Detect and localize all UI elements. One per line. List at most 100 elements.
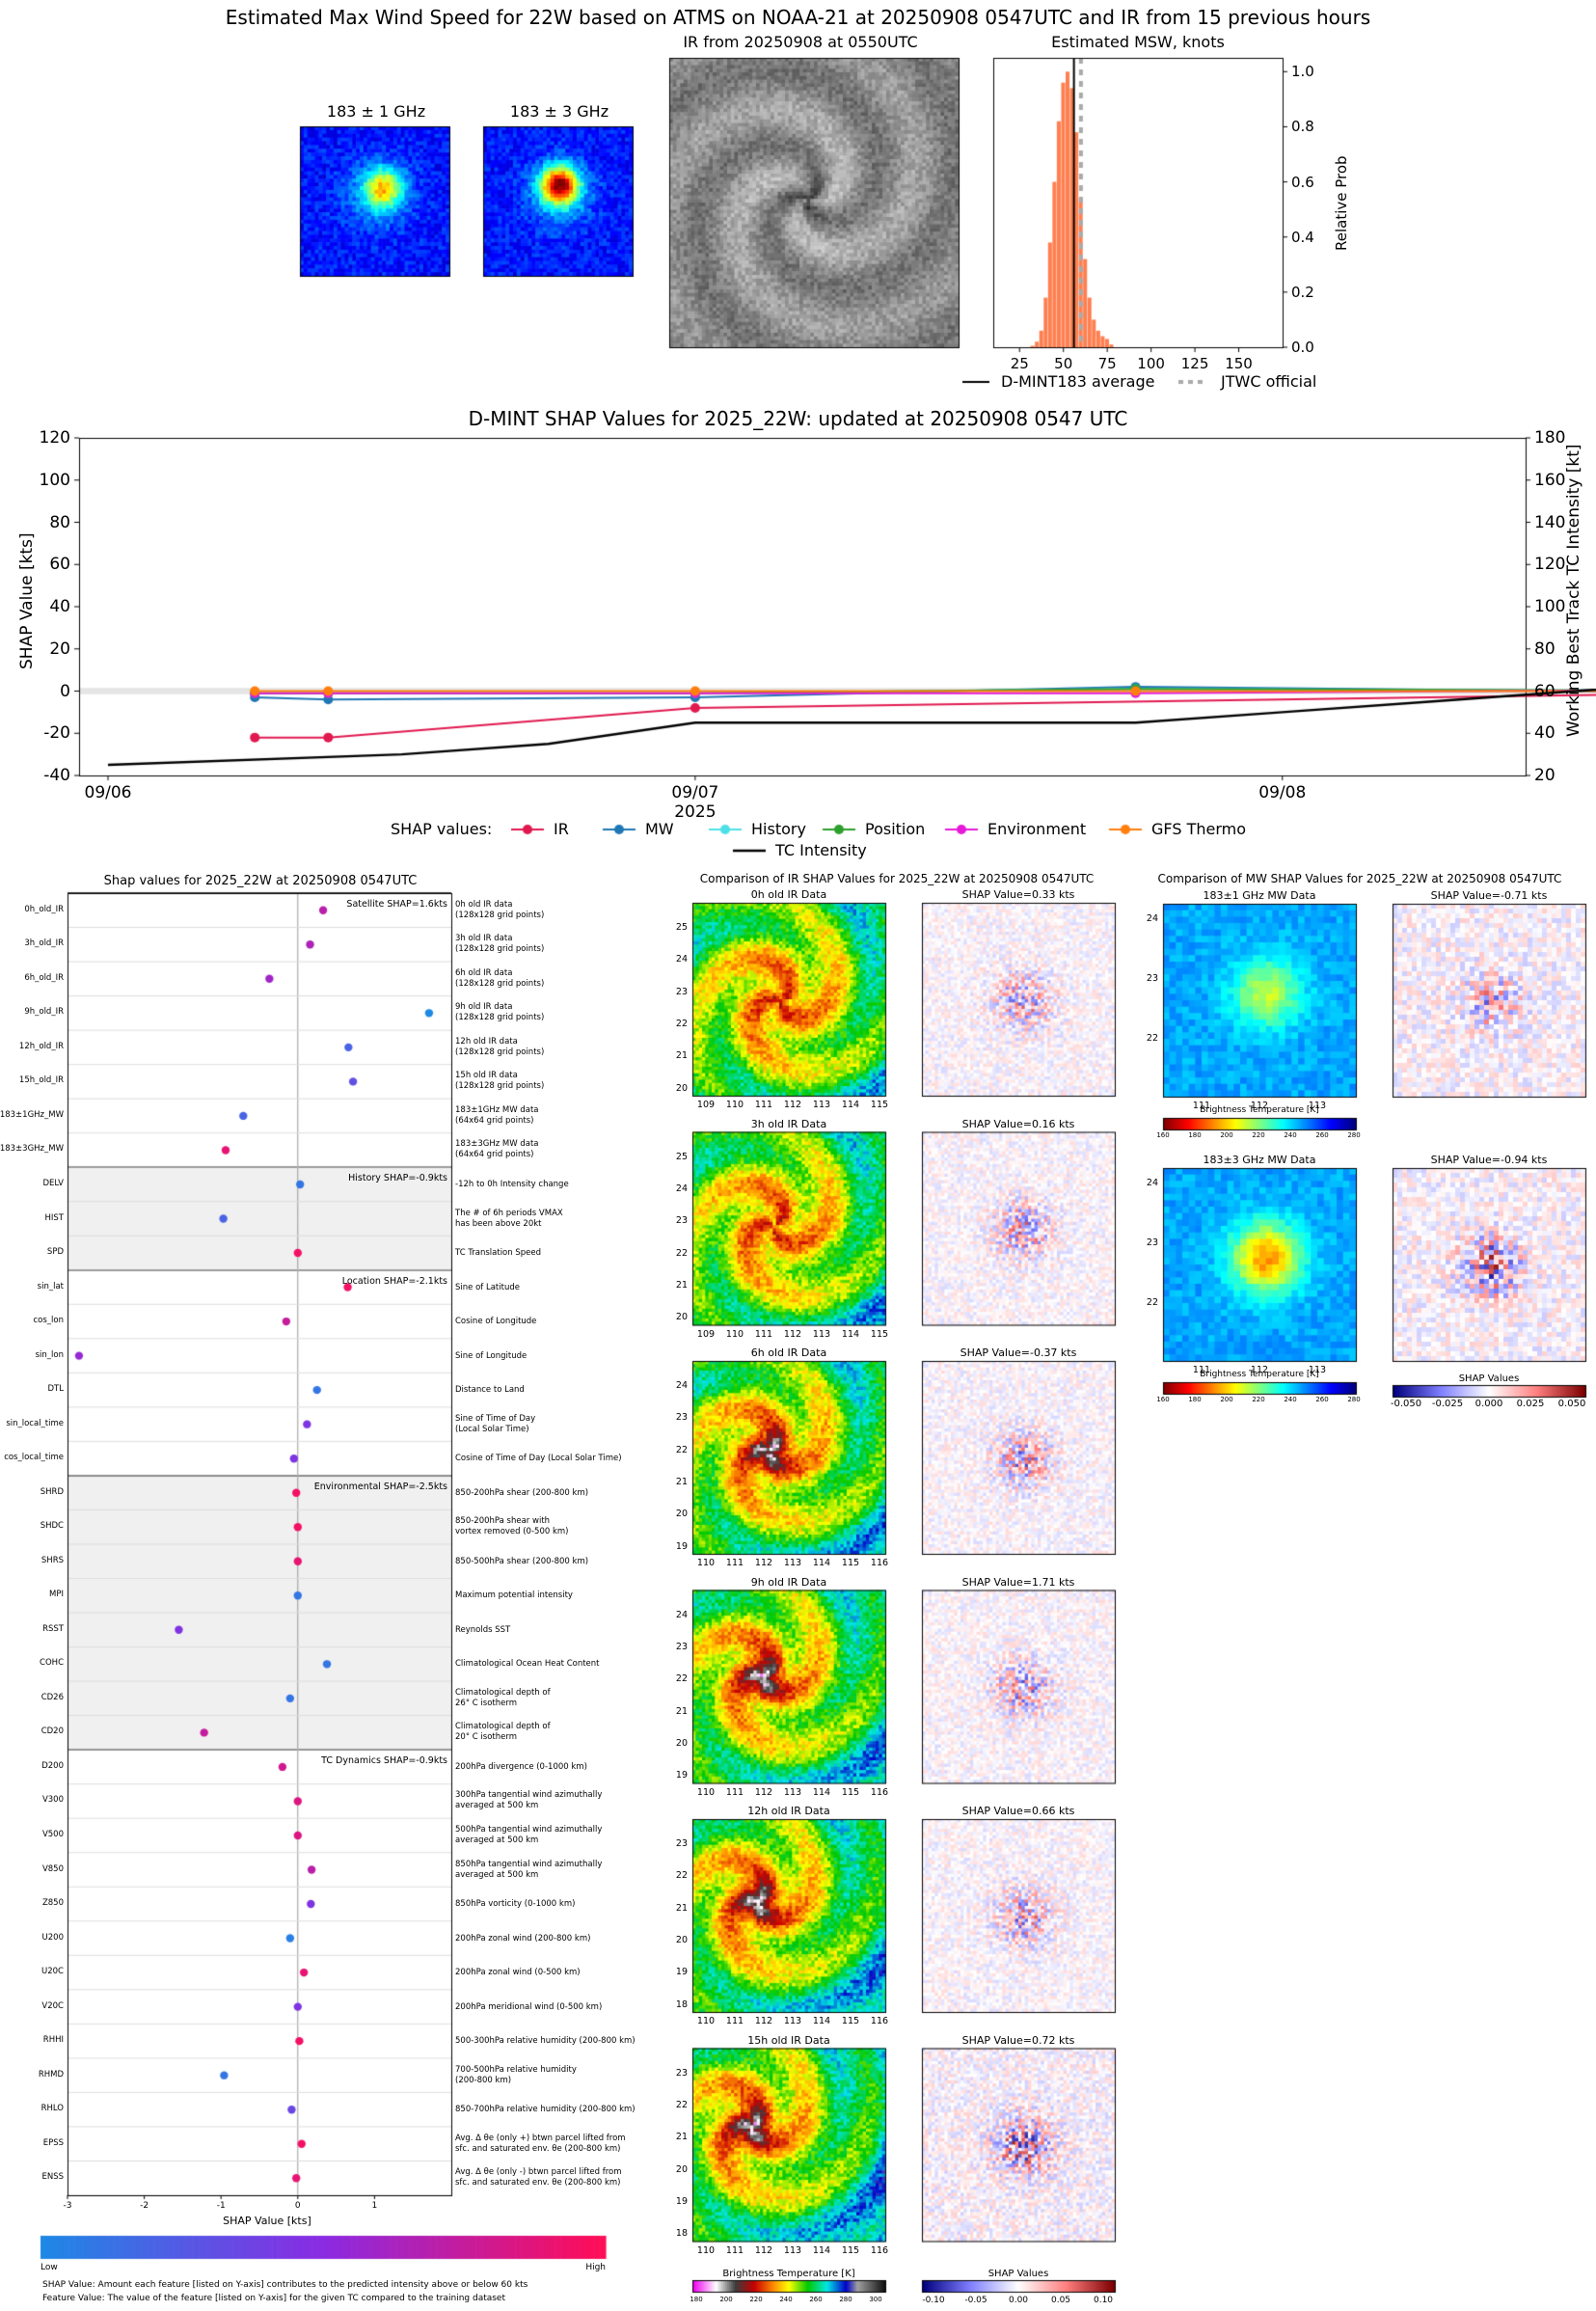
ir-shap-title: SHAP Value=0.66 kts: [961, 1805, 1075, 1817]
ir-xtick: 116: [870, 2016, 889, 2026]
ir-xtick: 111: [725, 1558, 744, 1568]
feature-desc: Maximum potential intensity: [455, 1591, 573, 1601]
mw-shap-cbar-tick: 0.050: [1557, 1399, 1586, 1409]
feature-desc: (200-800 km): [455, 2075, 512, 2085]
feature-desc: 850-200hPa shear (200-800 km): [455, 1487, 589, 1498]
hist-ytick: 0.0: [1291, 339, 1314, 356]
mw-shap-cbar-tick: -0.025: [1431, 1399, 1464, 1409]
feature-desc: (64x64 grid points): [455, 1150, 534, 1160]
ir-shap-title: SHAP Value=1.71 kts: [961, 1575, 1075, 1589]
feature-name: V300: [41, 1795, 64, 1806]
mw-shap-title: SHAP Value=-0.94 kts: [1430, 1154, 1548, 1166]
ir-ytick: 21: [675, 1477, 688, 1487]
hist-ytick: 0.8: [1291, 118, 1314, 136]
ir-ytick: 25: [675, 922, 688, 933]
feature-name: 183±3GHz_MW: [0, 1144, 64, 1155]
ir-ytick: 20: [675, 1737, 688, 1749]
ir-ytick: 23: [675, 1838, 688, 1849]
ir-xtick: 114: [841, 1328, 860, 1340]
feature-name: cos_local_time: [4, 1453, 64, 1463]
ir-ytick: 19: [675, 1967, 688, 1978]
ir-xtick: 112: [754, 2016, 773, 2026]
feature-desc: 500-300hPa relative humidity (200-800 km…: [455, 2036, 636, 2047]
mw-cbar-tick: 180: [1188, 1131, 1202, 1139]
feature-desc: 850hPa tangential wind azimuthally: [455, 1859, 603, 1869]
ts-ytick: 0: [60, 681, 70, 701]
hist-ylabel: Relative Prob: [1333, 155, 1350, 251]
ts-legend-intensity: TC Intensity: [775, 841, 867, 859]
feature-desc: (128x128 grid points): [455, 1081, 545, 1092]
ts-y2tick: 100: [1534, 597, 1566, 616]
ir-data-title: 9h old IR Data: [750, 1575, 827, 1589]
ir-ytick: 21: [675, 1279, 688, 1291]
ir-cbar-tick: 280: [839, 2296, 852, 2303]
ir-ytick: 22: [675, 2099, 688, 2110]
feature-desc: Avg. Δ θe (only +) btwn parcel lifted fr…: [455, 2133, 626, 2143]
mw-cbar-label: Brightness Temperature [K]: [1200, 1105, 1319, 1115]
feature-name: DTL: [47, 1384, 64, 1395]
ts-ytick: 120: [39, 428, 70, 448]
ir-xtick: 112: [754, 2244, 773, 2256]
feature-name: sin_lon: [35, 1349, 64, 1360]
ir-ytick: 20: [675, 1509, 688, 1520]
ts-ytick: 100: [39, 470, 70, 490]
feature-name: cos_lon: [33, 1316, 64, 1326]
hist-xtick: 75: [1097, 355, 1117, 372]
ts-ytick: -40: [43, 766, 70, 785]
ir-shap-cbar-tick: 0.05: [1050, 2296, 1071, 2305]
feature-name: 9h_old_IR: [24, 1007, 64, 1018]
ir-cbar-label: Brightness Temperature [K]: [722, 2269, 855, 2279]
ir-shap-title: SHAP Value=0.16 kts: [961, 1117, 1075, 1130]
feature-desc: vortex removed (0-500 km): [455, 1527, 569, 1537]
feature-desc: 3h old IR data: [455, 934, 513, 944]
feature-name: 183±1GHz_MW: [0, 1109, 64, 1120]
ir-ytick: 23: [675, 986, 688, 997]
feature-desc: 200hPa divergence (0-1000 km): [455, 1761, 587, 1772]
ir-ytick: 25: [675, 1151, 688, 1162]
ir-xtick: 111: [754, 1100, 773, 1110]
feature-desc: (128x128 grid points): [455, 1047, 545, 1057]
feature-desc: 300hPa tangential wind azimuthally: [455, 1790, 603, 1801]
ir-xtick: 113: [783, 2016, 802, 2026]
ir-xtick: 112: [783, 1328, 802, 1340]
mw-xtick: 112: [1250, 1101, 1269, 1111]
feature-desc: 183±1GHz MW data: [455, 1104, 539, 1115]
mw-cbar-tick: 220: [1252, 1396, 1265, 1403]
feature-xtick: -2: [140, 2201, 149, 2211]
ir-ytick: 24: [675, 1609, 688, 1620]
mw-shap-cbar-label: SHAP Values: [1458, 1373, 1520, 1384]
feature-name: RHMD: [38, 2069, 64, 2080]
ir-compare-title: Comparison of IR SHAP Values for 2025_22…: [699, 872, 1095, 885]
feature-desc: averaged at 500 km: [455, 1801, 539, 1811]
feature-name: 6h_old_IR: [24, 972, 64, 983]
feature-name: CD26: [41, 1692, 64, 1702]
ir-cbar-tick: 200: [719, 2296, 733, 2303]
feature-desc: sfc. and saturated env. θe (200-800 km): [455, 2178, 621, 2189]
feature-desc: (128x128 grid points): [455, 978, 545, 989]
feature-name: V20C: [41, 2000, 64, 2011]
ir-ytick: 23: [675, 1641, 688, 1652]
header-title: Estimated Max Wind Speed for 22W based o…: [225, 6, 1371, 29]
mw-cbar-tick: 160: [1156, 1396, 1170, 1403]
ts-y2tick: 20: [1534, 766, 1555, 785]
feature-name: V850: [41, 1863, 64, 1874]
feature-desc: 200hPa meridional wind (0-500 km): [455, 2001, 603, 2012]
feature-desc: 20° C isotherm: [455, 1732, 517, 1743]
ir-data-title: 6h old IR Data: [750, 1346, 827, 1359]
feature-desc: 850hPa vorticity (0-1000 km): [455, 1899, 576, 1910]
ir-ytick: 20: [675, 2163, 688, 2175]
ir-title: IR from 20250908 at 0550UTC: [683, 33, 918, 51]
feature-desc: 200hPa zonal wind (200-800 km): [455, 1933, 591, 1944]
ts-legend-prefix: SHAP values:: [391, 820, 493, 838]
ts-ytick: 80: [49, 512, 70, 532]
feature-group-label: Environmental SHAP=-2.5kts: [313, 1481, 447, 1492]
feature-name: HIST: [44, 1212, 65, 1223]
ts-legend-ir: IR: [554, 820, 569, 838]
ts-y2tick: 120: [1534, 555, 1566, 575]
ir-xtick: 114: [812, 1558, 831, 1568]
ir-xtick: 116: [870, 1558, 889, 1568]
feature-name: ENSS: [41, 2172, 64, 2183]
mw-cbar-tick: 180: [1188, 1396, 1202, 1403]
hist-xtick: 50: [1054, 355, 1073, 372]
